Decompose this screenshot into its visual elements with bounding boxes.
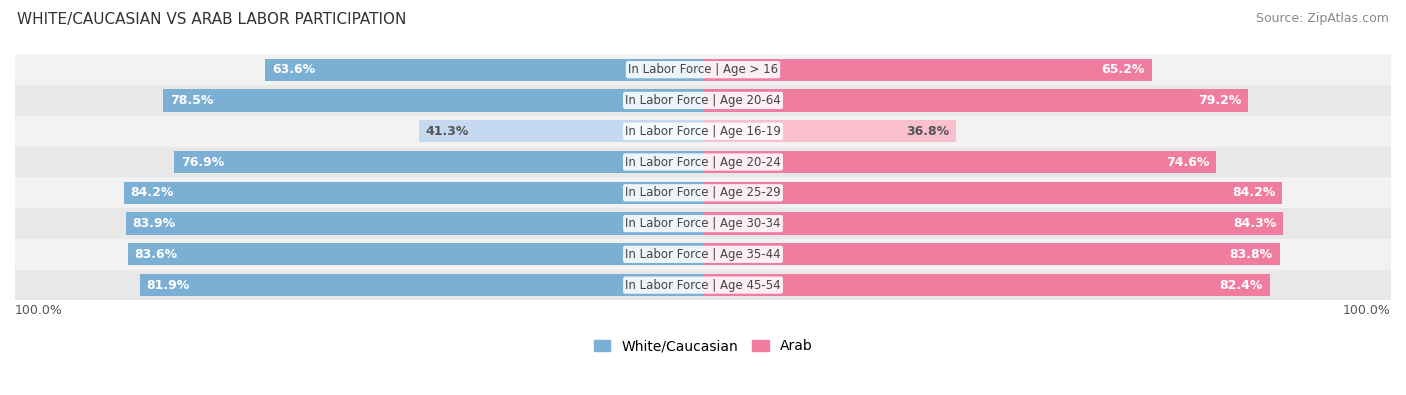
Text: 76.9%: 76.9% [181, 156, 224, 169]
Bar [703, 120, 956, 142]
Text: 84.3%: 84.3% [1233, 217, 1277, 230]
Text: 63.6%: 63.6% [273, 63, 315, 76]
Text: In Labor Force | Age 35-44: In Labor Force | Age 35-44 [626, 248, 780, 261]
Bar [15, 116, 1391, 147]
Text: In Labor Force | Age 20-24: In Labor Force | Age 20-24 [626, 156, 780, 169]
Bar [124, 182, 703, 204]
Bar [163, 89, 703, 111]
Text: 79.2%: 79.2% [1198, 94, 1241, 107]
Bar [125, 213, 703, 235]
Text: 84.2%: 84.2% [131, 186, 174, 199]
Text: In Labor Force | Age 45-54: In Labor Force | Age 45-54 [626, 278, 780, 292]
Bar [703, 243, 1279, 265]
Text: In Labor Force | Age > 16: In Labor Force | Age > 16 [628, 63, 778, 76]
Bar [419, 120, 703, 142]
Text: 100.0%: 100.0% [15, 304, 63, 317]
Legend: White/Caucasian, Arab: White/Caucasian, Arab [588, 334, 818, 359]
Bar [15, 85, 1391, 116]
Text: 83.9%: 83.9% [132, 217, 176, 230]
Text: 84.2%: 84.2% [1232, 186, 1275, 199]
Text: In Labor Force | Age 30-34: In Labor Force | Age 30-34 [626, 217, 780, 230]
Bar [15, 54, 1391, 85]
Text: In Labor Force | Age 20-64: In Labor Force | Age 20-64 [626, 94, 780, 107]
Bar [703, 274, 1270, 296]
Bar [15, 147, 1391, 177]
Bar [15, 177, 1391, 208]
Text: 83.8%: 83.8% [1229, 248, 1272, 261]
Text: 83.6%: 83.6% [135, 248, 177, 261]
Bar [703, 213, 1284, 235]
Text: In Labor Force | Age 16-19: In Labor Force | Age 16-19 [626, 125, 780, 138]
Text: 82.4%: 82.4% [1219, 278, 1263, 292]
Bar [703, 182, 1282, 204]
Text: Source: ZipAtlas.com: Source: ZipAtlas.com [1256, 12, 1389, 25]
Bar [703, 89, 1249, 111]
Text: 41.3%: 41.3% [426, 125, 470, 138]
Text: 100.0%: 100.0% [1343, 304, 1391, 317]
Bar [15, 239, 1391, 270]
Text: 81.9%: 81.9% [146, 278, 190, 292]
Bar [139, 274, 703, 296]
Bar [266, 58, 703, 81]
Bar [15, 208, 1391, 239]
Text: In Labor Force | Age 25-29: In Labor Force | Age 25-29 [626, 186, 780, 199]
Text: 78.5%: 78.5% [170, 94, 214, 107]
Text: 65.2%: 65.2% [1101, 63, 1144, 76]
Bar [703, 58, 1152, 81]
Bar [703, 151, 1216, 173]
Bar [15, 270, 1391, 301]
Text: 74.6%: 74.6% [1166, 156, 1209, 169]
Text: WHITE/CAUCASIAN VS ARAB LABOR PARTICIPATION: WHITE/CAUCASIAN VS ARAB LABOR PARTICIPAT… [17, 12, 406, 27]
Bar [128, 243, 703, 265]
Text: 36.8%: 36.8% [907, 125, 949, 138]
Bar [174, 151, 703, 173]
